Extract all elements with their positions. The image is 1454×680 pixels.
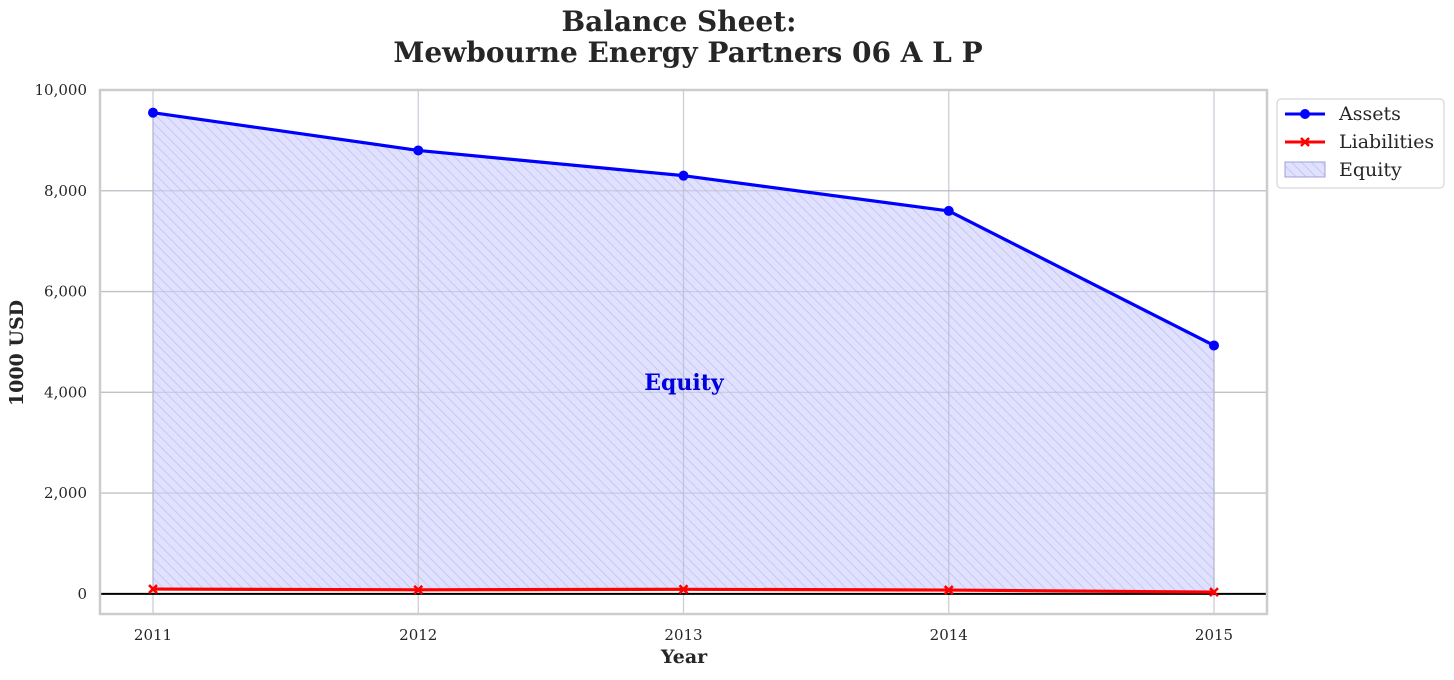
x-tick-label: 2011 [134,626,172,644]
x-tick-label: 2012 [399,626,437,644]
y-tick-label: 10,000 [35,81,88,99]
x-tick-labels: 2011 2012 2013 2014 2015 [134,626,1233,644]
legend-liabilities-label: Liabilities [1339,131,1434,153]
y-axis-label: 1000 USD [6,300,28,406]
data-point-liabilities [413,584,424,595]
data-point-assets [678,170,689,181]
series-layer [148,107,1219,597]
chart-title-line-1: Balance Sheet: [561,5,796,38]
legend-item-assets: Assets [1285,103,1401,125]
legend-assets-marker-icon [1300,109,1310,119]
y-tick-label: 8,000 [44,182,87,200]
y-tick-label: 6,000 [44,283,87,301]
x-axis-label: Year [660,646,708,668]
legend-equity-label: Equity [1339,159,1402,181]
data-point-assets [413,145,424,156]
chart-title-line-2: Mewbourne Energy Partners 06 A L P [393,36,982,69]
data-point-liabilities [678,584,689,595]
data-point-liabilities [148,584,158,594]
x-tick-label: 2014 [930,626,968,644]
x-tick-label: 2015 [1195,626,1233,644]
y-tick-label: 2,000 [44,484,87,502]
data-point-liabilities [1209,587,1219,597]
axes-border [98,88,1269,616]
data-point-assets [943,205,954,216]
legend-item-equity: Equity [1284,159,1402,181]
legend-item-liabilities: Liabilities [1285,131,1434,153]
y-tick-label: 0 [77,585,87,603]
legend-equity-swatch-icon [1284,161,1326,178]
legend-liabilities-x-icon [1300,137,1310,147]
equity-annotation: Equity [644,370,725,396]
legend: Assets Liabilities Equity [1276,98,1445,189]
data-point-assets [1209,340,1219,351]
data-point-liabilities [943,585,954,595]
data-point-assets [148,107,158,118]
y-tick-label: 4,000 [44,383,87,401]
y-tick-labels: 0 2,000 4,000 6,000 8,000 10,000 [35,81,88,603]
legend-assets-label: Assets [1338,103,1401,125]
x-tick-label: 2013 [664,626,702,644]
